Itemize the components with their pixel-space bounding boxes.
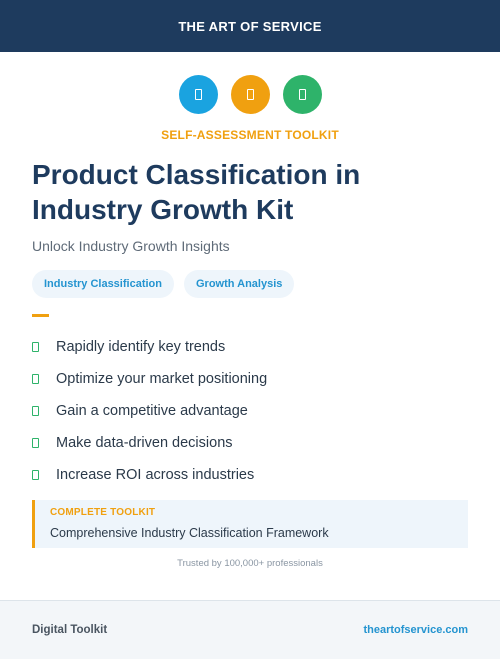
- benefit-text: Gain a competitive advantage: [56, 403, 248, 419]
- footer: Digital Toolkit theartofservice.com: [0, 600, 500, 659]
- page-subtitle: Unlock Industry Growth Insights: [32, 238, 230, 254]
- callout-label: COMPLETE TOOLKIT: [50, 507, 156, 518]
- tag-list: Industry Classification Growth Analysis: [32, 270, 295, 298]
- document-badge-green: [282, 75, 322, 114]
- document-icon: [194, 89, 202, 100]
- check-icon: [32, 438, 39, 448]
- eyebrow-label: SELF-ASSESSMENT TOOLKIT: [161, 128, 339, 142]
- benefit-text: Make data-driven decisions: [56, 435, 233, 451]
- page-title: Product Classification in Industry Growt…: [32, 159, 361, 225]
- footer-label: Digital Toolkit: [32, 624, 108, 636]
- document-icon: [246, 89, 254, 100]
- check-icon: [32, 342, 39, 352]
- check-icon: [32, 406, 39, 416]
- document-icon: [298, 89, 306, 100]
- benefit-item: Optimize your market positioning: [32, 363, 267, 395]
- trust-note: Trusted by 100,000+ professionals: [177, 558, 323, 569]
- website-link[interactable]: theartofservice.com: [363, 624, 468, 636]
- benefit-list: Rapidly identify key trends Optimize you…: [32, 331, 267, 491]
- brand-name: THE ART OF SERVICE: [178, 18, 322, 34]
- benefit-item: Increase ROI across industries: [32, 459, 267, 491]
- icon-badges: [0, 75, 500, 114]
- benefit-item: Make data-driven decisions: [32, 427, 267, 459]
- document-badge-blue: [178, 75, 218, 114]
- check-icon: [32, 374, 39, 384]
- benefit-item: Gain a competitive advantage: [32, 395, 267, 427]
- tag-growth-analysis: Growth Analysis: [183, 270, 295, 298]
- toolkit-callout: COMPLETE TOOLKIT Comprehensive Industry …: [32, 500, 468, 548]
- check-icon: [32, 470, 39, 480]
- benefit-text: Increase ROI across industries: [56, 467, 255, 483]
- callout-text: Comprehensive Industry Classification Fr…: [50, 526, 329, 540]
- document-badge-orange: [230, 75, 270, 114]
- benefit-item: Rapidly identify key trends: [32, 331, 267, 363]
- benefit-text: Rapidly identify key trends: [56, 339, 226, 355]
- benefit-text: Optimize your market positioning: [56, 371, 268, 387]
- top-banner: THE ART OF SERVICE: [0, 0, 500, 52]
- accent-divider: [32, 314, 49, 317]
- tag-industry-classification: Industry Classification: [32, 270, 174, 298]
